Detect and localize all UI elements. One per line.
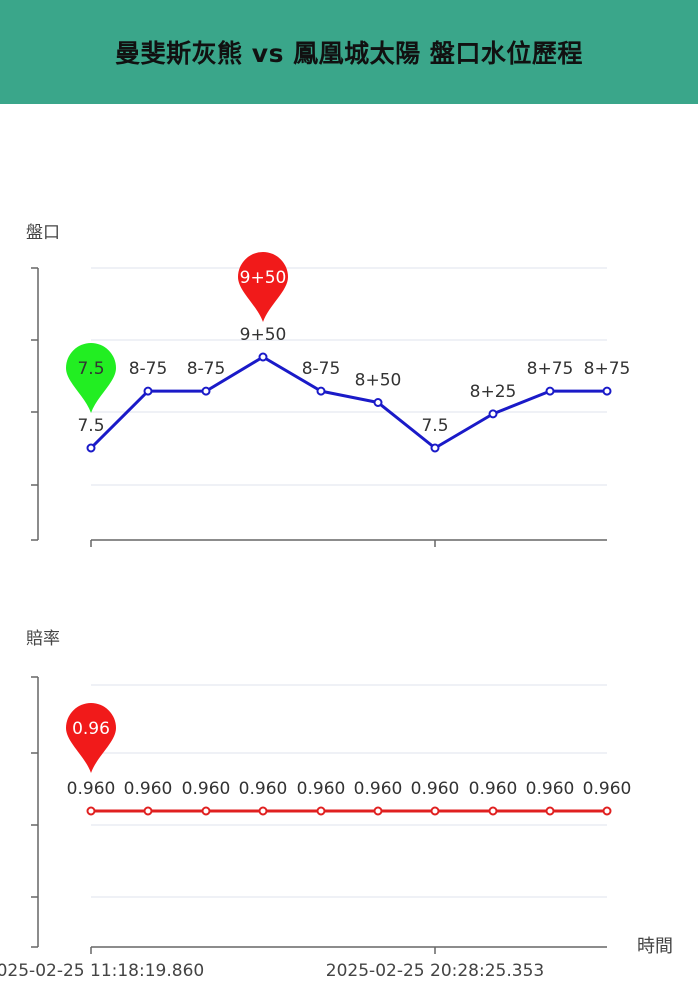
y-axis-title-odds: 賠率 xyxy=(26,629,60,649)
odds-data-label-9: 0.960 xyxy=(583,779,632,799)
x-tick-label-1: 2025-02-25 20:28:25.353 xyxy=(326,961,544,981)
odds-point-2 xyxy=(201,806,211,816)
odds-data-label-6: 0.960 xyxy=(411,779,460,799)
handicap-data-label-4: 8-75 xyxy=(302,359,341,379)
odds-point-0 xyxy=(86,806,96,816)
odds-point-1 xyxy=(143,806,153,816)
x-tick-label-0: 2025-02-25 11:18:19.860 xyxy=(0,961,204,981)
page-header: 曼斐斯灰熊 vs 鳳凰城太陽 盤口水位歷程 xyxy=(0,0,698,104)
odds-data-label-8: 0.960 xyxy=(526,779,575,799)
odds-data-label-3: 0.960 xyxy=(239,779,288,799)
handicap-point-4 xyxy=(316,386,326,396)
odds-point-3 xyxy=(258,806,268,816)
handicap-point-2 xyxy=(201,386,211,396)
handicap-point-8 xyxy=(545,386,555,396)
handicap-point-7 xyxy=(488,409,498,419)
odds-point-6 xyxy=(430,806,440,816)
handicap-data-label-1: 8-75 xyxy=(129,359,168,379)
marker-max-handicap-shape xyxy=(238,252,288,322)
odds-data-label-2: 0.960 xyxy=(182,779,231,799)
handicap-data-label-3: 9+50 xyxy=(240,325,287,345)
handicap-data-label-2: 8-75 xyxy=(187,359,226,379)
handicap-data-label-6: 7.5 xyxy=(421,416,448,436)
marker-max-odds: 0.96 xyxy=(66,703,116,773)
marker-max-odds-label: 0.96 xyxy=(72,719,110,739)
odds-data-label-0: 0.960 xyxy=(67,779,116,799)
handicap-point-0 xyxy=(86,443,96,453)
handicap-data-label-0: 7.5 xyxy=(77,416,104,436)
odds-point-9 xyxy=(602,806,612,816)
odds-point-8 xyxy=(545,806,555,816)
marker-min-handicap-shape xyxy=(66,343,116,413)
handicap-point-6 xyxy=(430,443,440,453)
handicap-data-label-7: 8+25 xyxy=(470,382,517,402)
handicap-point-1 xyxy=(143,386,153,396)
marker-min-handicap-label: 7.5 xyxy=(77,359,104,379)
odds-data-label-4: 0.960 xyxy=(297,779,346,799)
marker-min-handicap: 7.5 xyxy=(66,343,116,413)
marker-max-handicap: 9+50 xyxy=(238,252,288,322)
handicap-series-line xyxy=(89,355,607,450)
odds-point-4 xyxy=(316,806,326,816)
handicap-point-3 xyxy=(258,352,268,362)
x-axis-title: 時間 xyxy=(637,936,673,957)
odds-data-label-1: 0.960 xyxy=(124,779,173,799)
handicap-data-label-8: 8+75 xyxy=(527,359,574,379)
odds-data-label-7: 0.960 xyxy=(469,779,518,799)
odds-point-7 xyxy=(488,806,498,816)
handicap-point-9 xyxy=(602,386,612,396)
handicap-data-label-9: 8+75 xyxy=(584,359,631,379)
handicap-data-label-5: 8+50 xyxy=(355,371,402,391)
history-chart: 盤口 7.5 8-75 8-75 9+50 8-75 8+50 7.5 8+25 8+75 8+75… xyxy=(0,223,673,981)
handicap-point-5 xyxy=(373,398,383,407)
marker-max-odds-shape xyxy=(66,703,116,773)
page-title: 曼斐斯灰熊 vs 鳳凰城太陽 盤口水位歷程 xyxy=(115,39,583,68)
y-axis-title-handicap: 盤口 xyxy=(26,223,60,243)
marker-max-handicap-label: 9+50 xyxy=(240,268,287,288)
odds-point-5 xyxy=(373,806,383,816)
odds-data-label-5: 0.960 xyxy=(354,779,403,799)
